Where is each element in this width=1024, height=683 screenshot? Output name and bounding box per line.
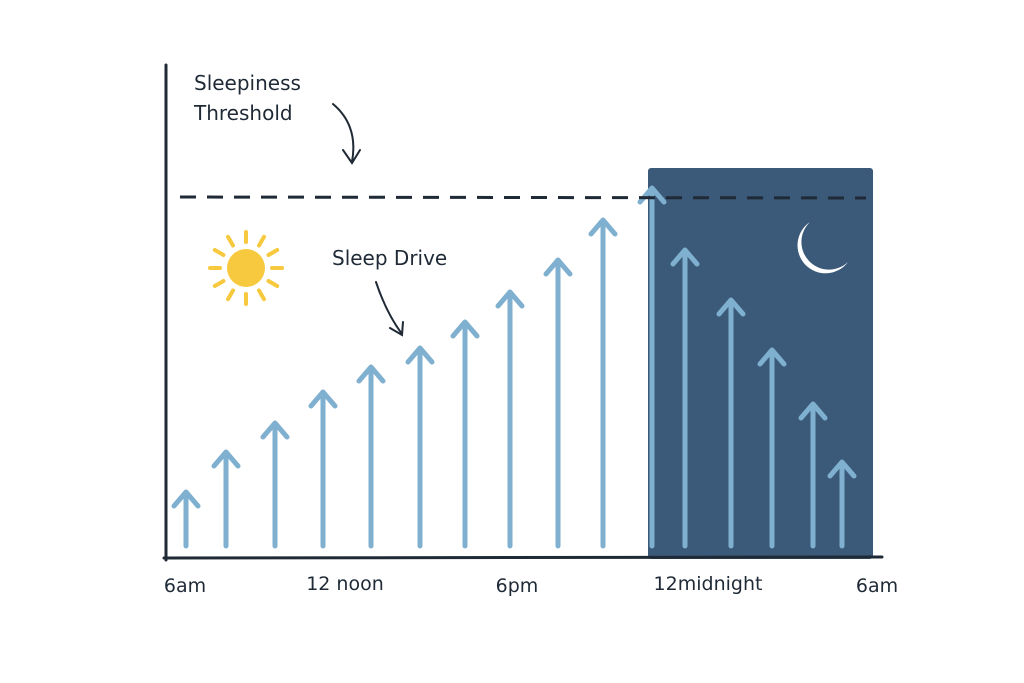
time-label: 12 noon [306, 573, 384, 595]
threshold-line [179, 195, 867, 200]
time-label: 6pm [496, 575, 539, 597]
arrow [827, 459, 857, 549]
arrow [450, 319, 480, 549]
threshold-pointer [332, 103, 361, 165]
arrow [260, 420, 290, 549]
arrow [308, 389, 338, 549]
arrow [405, 345, 435, 549]
threshold-label: Sleepiness [194, 71, 301, 95]
sun-ray [266, 279, 280, 288]
arrow [670, 247, 700, 549]
arrow [716, 297, 746, 549]
drive-pointer [375, 281, 404, 337]
time-label: 6am [164, 575, 206, 597]
sun-ray [226, 288, 235, 302]
sleep-drive-label: Sleep Drive [332, 246, 447, 270]
threshold-label: Threshold [193, 101, 293, 125]
arrow [211, 449, 241, 549]
arrow [543, 257, 573, 549]
sun-icon [208, 230, 284, 306]
arrow [798, 401, 828, 549]
sun-ray [212, 248, 226, 257]
sun-ray [257, 288, 266, 302]
arrow [757, 347, 787, 549]
time-label: 6am [856, 575, 898, 597]
sun-ray [257, 234, 266, 248]
arrow [495, 289, 525, 549]
arrow [588, 217, 618, 549]
time-label: 12midnight [654, 573, 763, 595]
arrow [171, 489, 201, 549]
sun-ray [226, 234, 235, 248]
arrow [356, 364, 386, 549]
x-axis [162, 555, 884, 560]
sun-ray [212, 279, 226, 288]
sun-ray [266, 248, 280, 257]
